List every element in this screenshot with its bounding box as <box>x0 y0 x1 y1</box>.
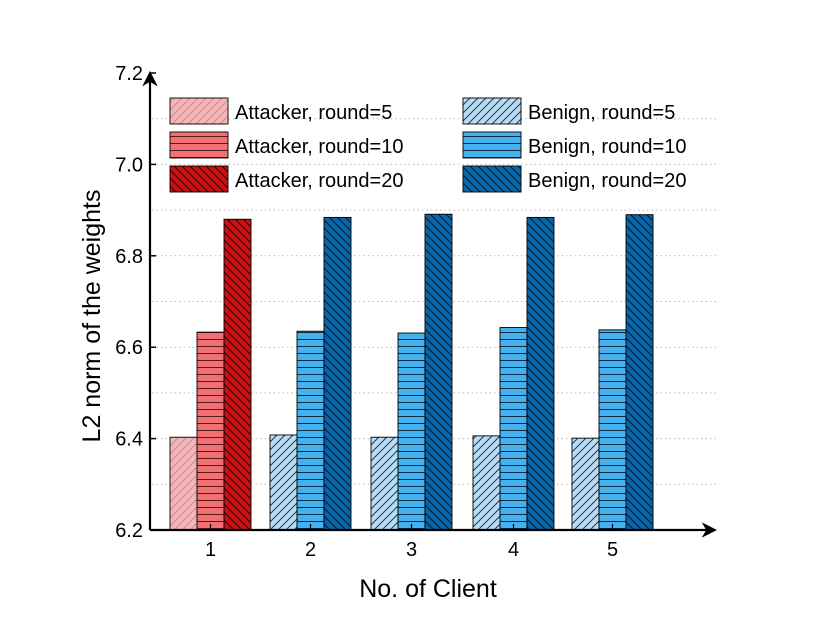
bar-client-4-benign-5 <box>472 435 501 531</box>
bar-client-5-benign-20 <box>625 214 654 531</box>
y-axis-title: L2 norm of the weights <box>78 190 106 443</box>
y-tick-label: 6.4 <box>115 429 143 451</box>
legend-swatch-benign-20 <box>462 165 522 193</box>
bar-client-5-benign-10 <box>598 329 627 531</box>
legend-swatch-benign-5 <box>462 97 522 125</box>
legend-swatch-attacker-20 <box>169 165 229 193</box>
bar-client-3-benign-5 <box>370 436 399 531</box>
bar-client-2-benign-5 <box>269 434 298 531</box>
bar-client-4-benign-10 <box>499 327 528 531</box>
bar-client-4-benign-20 <box>526 216 555 531</box>
bars <box>169 213 654 531</box>
x-ticks: 1 2 3 4 5 <box>205 524 618 561</box>
legend-label-benign-5: Benign, round=5 <box>528 102 675 124</box>
bar-client-2-benign-20 <box>323 216 352 531</box>
bar-client-3-benign-10 <box>397 332 426 531</box>
y-tick-label: 7.0 <box>115 154 143 176</box>
y-ticks: 6.2 6.4 6.6 6.8 7.0 7.2 <box>115 63 156 542</box>
legend-label-attacker-5: Attacker, round=5 <box>235 102 392 124</box>
y-tick-label: 6.2 <box>115 520 143 542</box>
x-axis-title: No. of Client <box>359 575 497 603</box>
legend-swatch-benign-10 <box>462 131 522 159</box>
bar-client-1-attacker-10 <box>196 331 225 531</box>
y-tick-label: 6.6 <box>115 337 143 359</box>
legend-label-attacker-20: Attacker, round=20 <box>235 170 403 192</box>
legend-swatch-attacker-5 <box>169 97 229 125</box>
x-tick-label: 5 <box>607 539 618 561</box>
bar-client-1-attacker-5 <box>169 436 198 531</box>
legend-label-attacker-10: Attacker, round=10 <box>235 136 403 158</box>
y-tick-label: 7.2 <box>115 63 143 85</box>
x-tick-label: 3 <box>406 539 417 561</box>
legend-label-benign-20: Benign, round=20 <box>528 170 686 192</box>
legend-swatch-attacker-10 <box>169 131 229 159</box>
bar-client-2-benign-10 <box>296 330 325 531</box>
y-tick-label: 6.8 <box>115 246 143 268</box>
x-tick-label: 2 <box>305 539 316 561</box>
bar-client-5-benign-5 <box>571 437 600 531</box>
legend: Attacker, round=5 Attacker, round=10 Attac… <box>169 97 686 193</box>
legend-label-benign-10: Benign, round=10 <box>528 136 686 158</box>
bar-client-1-attacker-20 <box>223 218 252 531</box>
x-tick-label: 1 <box>205 539 216 561</box>
bar-client-3-benign-20 <box>424 213 453 531</box>
x-tick-label: 4 <box>508 539 519 561</box>
